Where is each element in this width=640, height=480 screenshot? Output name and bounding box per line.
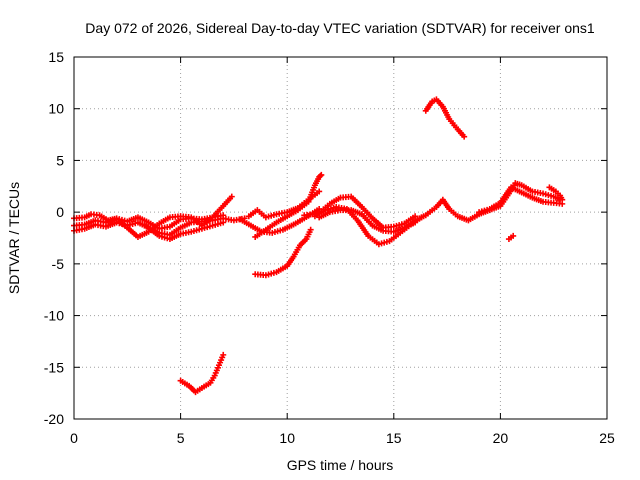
x-axis-ticks: 0 5 10 15 20 25 [70,57,615,446]
data-series [71,96,566,396]
series-track-e [237,206,323,236]
y-tick-label: -15 [44,359,64,375]
y-tick-label: -10 [44,308,64,324]
series-track-m [546,184,566,203]
data-point [220,219,227,226]
x-tick-label: 5 [177,430,185,446]
y-tick-label: 10 [48,101,64,117]
series-track-k [401,180,564,231]
x-axis-label: GPS time / hours [287,457,394,473]
y-axis-ticks: -20 -15 -10 -5 0 5 10 15 [44,49,607,427]
data-point [510,232,517,239]
y-tick-label: 0 [56,204,64,220]
data-point [317,172,324,179]
data-point [307,226,314,233]
series-track-l [476,184,566,216]
y-tick-label: 15 [48,49,64,65]
y-tick-label: -20 [44,411,64,427]
x-tick-label: 0 [70,430,78,446]
data-point [228,193,235,200]
chart-title: Day 072 of 2026, Sidereal Day-to-day VTE… [85,20,595,36]
series-track-c [71,193,235,240]
data-point [318,171,325,178]
plot-frame [73,56,608,420]
series-track-p [177,351,227,396]
x-tick-label: 20 [493,430,509,446]
series-track-o [252,226,314,279]
x-tick-label: 25 [599,430,615,446]
series-track-q [505,232,517,243]
series-track-d [141,219,227,243]
x-tick-label: 10 [279,430,295,446]
data-point [461,133,468,140]
series-track-g [252,171,325,240]
data-point [316,188,323,195]
data-point [220,212,227,219]
series-track-n [422,96,468,140]
grid [74,57,607,419]
x-tick-label: 15 [386,430,402,446]
y-tick-label: 5 [56,152,64,168]
data-point [559,196,566,203]
y-axis-label: SDTVAR / TECUs [6,182,22,294]
y-tick-label: -5 [52,256,65,272]
data-point [220,351,227,358]
